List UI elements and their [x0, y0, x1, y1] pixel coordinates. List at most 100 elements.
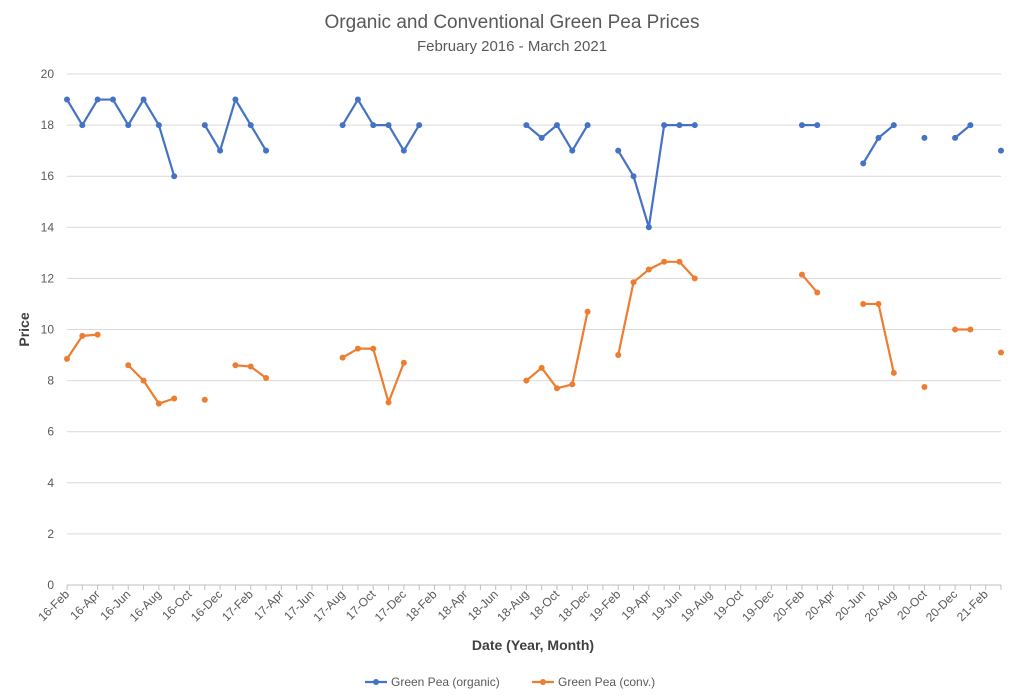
data-point: [171, 173, 178, 180]
x-tick-label: 16-Feb: [35, 587, 72, 624]
x-tick-label: 16-Dec: [188, 587, 225, 624]
data-point: [921, 134, 928, 141]
data-point: [201, 396, 208, 403]
data-point: [263, 375, 270, 382]
x-tick-label: 19-Feb: [587, 587, 624, 624]
legend-marker: [540, 679, 546, 685]
data-point: [967, 326, 974, 333]
data-point: [155, 122, 162, 129]
x-tick-label: 20-Apr: [802, 587, 837, 622]
y-tick-label: 2: [47, 527, 54, 541]
series-line: [66, 98, 176, 177]
data-point: [263, 147, 270, 154]
data-series: [64, 96, 1004, 407]
data-point: [569, 147, 576, 154]
x-tick-label: 20-Jun: [832, 587, 868, 623]
series-line: [342, 347, 405, 404]
data-point: [400, 359, 407, 366]
x-tick-label: 16-Jun: [98, 587, 134, 623]
data-point: [952, 326, 959, 333]
series-line: [862, 124, 895, 164]
data-point: [94, 96, 101, 103]
data-point: [538, 134, 545, 141]
x-tick-label: 18-Feb: [403, 587, 440, 624]
y-axis-label: Price: [16, 312, 32, 346]
data-point: [385, 399, 392, 406]
x-tick-label: 20-Aug: [862, 587, 899, 624]
x-tick-label: 17-Apr: [251, 587, 286, 622]
legend-item: Green Pea (conv.): [532, 675, 655, 689]
chart-subtitle: February 2016 - March 2021: [417, 38, 607, 55]
data-point: [553, 122, 560, 129]
data-point: [998, 349, 1004, 356]
x-tick-label: 18-Jun: [465, 587, 501, 623]
y-tick-label: 12: [41, 271, 55, 285]
x-axis-label: Date (Year, Month): [472, 637, 594, 653]
data-point: [814, 122, 821, 129]
data-point: [523, 377, 530, 384]
legend-item: Green Pea (organic): [365, 675, 500, 689]
data-point: [94, 331, 101, 338]
y-tick-label: 10: [41, 323, 55, 337]
data-point: [676, 122, 683, 129]
data-point: [64, 96, 70, 103]
y-tick-label: 18: [41, 118, 55, 132]
data-point: [630, 173, 637, 180]
data-point: [952, 134, 959, 141]
data-point: [553, 385, 560, 392]
data-point: [217, 147, 224, 154]
x-tick-label: 17-Aug: [310, 587, 347, 624]
data-point: [155, 400, 162, 407]
data-point: [109, 96, 116, 103]
series-line: [525, 123, 589, 152]
x-tick-label: 17-Dec: [372, 587, 409, 624]
data-point: [370, 122, 377, 129]
legend-label: Green Pea (organic): [391, 675, 500, 689]
y-tick-label: 0: [47, 578, 54, 592]
x-tick-label: 20-Dec: [923, 587, 960, 624]
y-tick-label: 14: [41, 220, 55, 234]
data-point: [247, 122, 254, 129]
series-organic: [64, 96, 1004, 231]
data-point: [860, 300, 867, 307]
data-point: [79, 332, 86, 339]
x-tick-label: 18-Aug: [494, 587, 531, 624]
x-tick-label: 16-Aug: [127, 587, 164, 624]
x-tick-label: 20-Feb: [770, 587, 807, 624]
x-tick-label: 19-Aug: [678, 587, 715, 624]
data-point: [538, 364, 545, 371]
x-tick-label: 17-Jun: [281, 587, 317, 623]
data-point: [416, 122, 423, 129]
data-point: [370, 345, 377, 352]
y-axis: 0 2 4 6 8 10 12 14 16 18 20: [41, 67, 55, 592]
series-line: [617, 260, 696, 356]
y-tick-label: 16: [41, 169, 55, 183]
data-point: [798, 122, 805, 129]
x-tick-label: 18-Apr: [435, 587, 470, 622]
y-tick-label: 8: [47, 374, 54, 388]
data-point: [921, 383, 928, 390]
series-line: [341, 98, 421, 152]
chart-title: Organic and Conventional Green Pea Price…: [325, 12, 700, 33]
x-axis: 16-Feb16-Apr16-Jun16-Aug16-Oct16-Dec17-F…: [35, 584, 1002, 624]
data-point: [875, 300, 882, 307]
data-point: [661, 258, 668, 265]
data-point: [615, 147, 622, 154]
data-point: [875, 134, 882, 141]
data-point: [645, 266, 652, 273]
data-point: [140, 377, 147, 384]
data-point: [798, 271, 805, 278]
x-tick-label: 17-Feb: [219, 587, 256, 624]
x-tick-label: 19-Apr: [619, 587, 654, 622]
data-point: [400, 147, 407, 154]
legend-label: Green Pea (conv.): [558, 675, 655, 689]
data-point: [890, 369, 897, 376]
data-point: [79, 122, 86, 129]
data-point: [691, 275, 698, 282]
series-line: [801, 273, 819, 294]
data-point: [232, 362, 239, 369]
data-point: [584, 122, 591, 129]
series-line: [127, 364, 175, 405]
data-point: [354, 345, 361, 352]
